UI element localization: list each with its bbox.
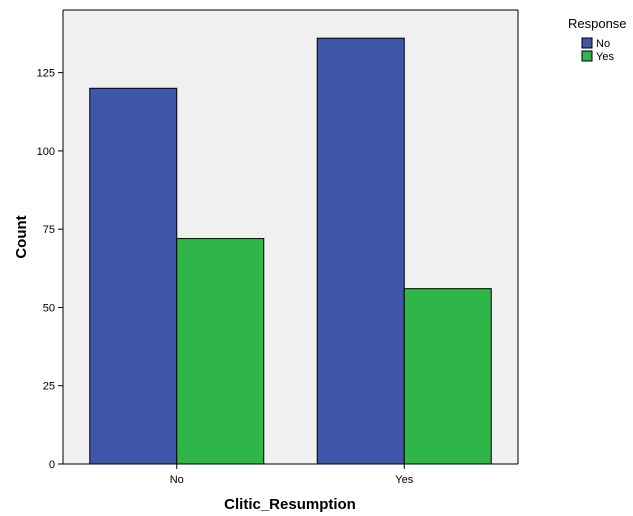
- legend-label-yes: Yes: [596, 51, 614, 63]
- x-ticks-group: No Yes: [170, 464, 414, 486]
- bar-yes-no: [316, 37, 405, 465]
- y-tick-label: 100: [37, 146, 55, 158]
- legend-swatch-yes: [581, 50, 593, 62]
- legend-title: Response: [568, 16, 627, 31]
- y-tick-label: 75: [43, 224, 55, 236]
- y-ticks-group: 0 25 50 75 100 125: [37, 68, 63, 471]
- y-tick-label: 0: [49, 459, 55, 471]
- bar-yes-yes: [403, 288, 492, 465]
- bar-no-yes: [176, 238, 265, 465]
- x-axis-title: Clitic_Resumption: [224, 496, 356, 513]
- y-tick-label: 125: [37, 68, 55, 80]
- legend-label-no: No: [596, 38, 610, 50]
- x-tick-label: No: [170, 474, 184, 486]
- legend-swatch-no: [581, 37, 593, 49]
- y-tick-label: 25: [43, 381, 55, 393]
- bar-no-no: [89, 87, 178, 465]
- y-axis-title: Count: [13, 215, 30, 258]
- bars-group: [89, 37, 492, 465]
- y-tick-label: 50: [43, 302, 55, 314]
- x-tick-label: Yes: [395, 474, 413, 486]
